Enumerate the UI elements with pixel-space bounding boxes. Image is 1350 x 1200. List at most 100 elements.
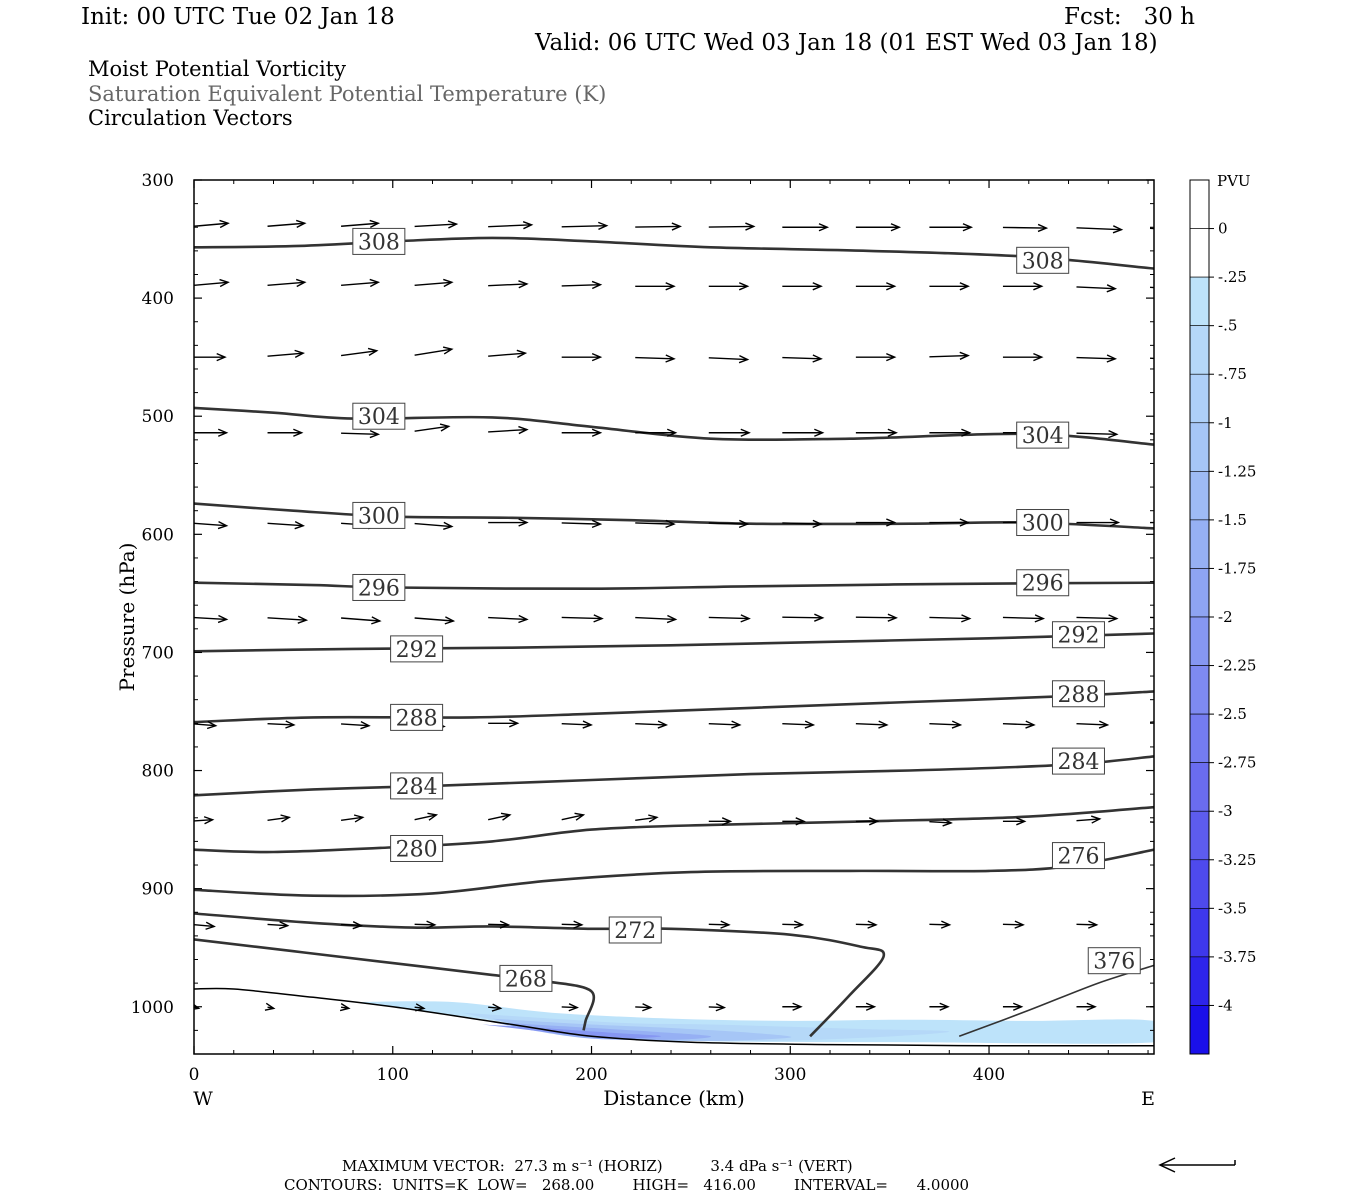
vector-head (1098, 720, 1110, 729)
vector-r5-c11 (1002, 614, 1046, 623)
contour-label-text: 292 (1057, 624, 1099, 649)
vector-shaft (414, 223, 457, 228)
vector-r7-c3 (414, 812, 439, 821)
vector-r9-c11 (1002, 1002, 1024, 1011)
y-tick-label-600: 600 (142, 525, 174, 545)
vector-head (518, 518, 529, 527)
contour-label-text: 276 (1057, 845, 1099, 870)
x-tick-label-200: 200 (575, 1065, 607, 1085)
contour-label-text: 308 (1022, 249, 1064, 274)
colorbar-swatch-1 (1189, 228, 1210, 278)
vector-shaft (1149, 286, 1154, 289)
vector-head (1108, 614, 1119, 623)
vector-head (1016, 817, 1027, 826)
vector-shaft (267, 352, 304, 357)
vector-r3-c12 (1076, 429, 1119, 439)
vector-shaft (267, 923, 288, 927)
colorbar-swatch-11 (1189, 713, 1210, 763)
vector-shaft (267, 816, 290, 822)
vector-shaft (1076, 818, 1100, 822)
contour-label-280-0: 280 (390, 834, 444, 862)
colorbar-swatch-8 (1189, 568, 1210, 618)
vector-r4-c1 (267, 521, 305, 530)
max-vector-note: MAXIMUM VECTOR: 27.3 m s⁻¹ (HORIZ) 3.4 d… (342, 1157, 853, 1175)
vector-r5-c10 (929, 614, 972, 623)
vector-head (740, 614, 751, 623)
vector-shaft (267, 522, 304, 527)
contour-label-box (352, 501, 406, 529)
vector-head (715, 1003, 727, 1012)
vector-shaft (194, 222, 229, 227)
vector-r0-c5 (561, 221, 609, 231)
vector-head (671, 222, 682, 231)
contour-label-box (1016, 421, 1070, 449)
theta-es-contour-layer (194, 236, 1154, 1038)
vector-head (1090, 815, 1102, 824)
vector-r3-c13 (1149, 433, 1154, 435)
vector-head (264, 1002, 276, 1011)
vector-r0-c13 (1149, 227, 1154, 230)
vector-shaft (1076, 286, 1116, 290)
colorbar-label--1.25: -1.25 (1218, 462, 1256, 480)
x-tick-label-400: 400 (973, 1065, 1005, 1085)
vector-shaft (1076, 616, 1117, 620)
vector-r8-c3 (414, 920, 437, 929)
vector-r8-c7 (708, 920, 731, 929)
vector-r6-c1 (267, 720, 296, 729)
vector-head (500, 812, 512, 821)
vector-shaft (414, 425, 449, 432)
y-tick-label-800: 800 (142, 762, 174, 782)
y-tick-label-1000: 1000 (131, 998, 174, 1018)
vector-shaft (1150, 923, 1154, 926)
contour-label-box (352, 402, 406, 430)
contour-label-text: 288 (1057, 683, 1099, 708)
vector-r8-c11 (1002, 920, 1025, 929)
contour-276 (194, 848, 1154, 898)
contour-label-box (390, 635, 444, 663)
vector-shaft (1002, 923, 1024, 926)
west-label: W (193, 1088, 213, 1110)
vector-r0-c3 (414, 220, 459, 229)
contour-label-box (1016, 509, 1070, 537)
contour-label-288-1: 288 (1051, 680, 1105, 708)
vector-head (792, 1002, 803, 1011)
vector-shaft (340, 350, 377, 357)
vector-head (1034, 614, 1046, 623)
vector-head (295, 278, 307, 288)
contour-label-text: 280 (396, 837, 438, 862)
vector-head (1106, 354, 1118, 363)
vector-head (360, 721, 371, 730)
vector-shaft (929, 923, 950, 926)
vector-head (738, 519, 750, 529)
vector-r9-c9 (855, 1002, 877, 1011)
vector-head (219, 219, 230, 229)
vector-shaft (341, 432, 379, 436)
vector-r4-c9 (855, 518, 897, 527)
vector-head (442, 346, 454, 355)
vector-r0-c12 (1076, 225, 1124, 234)
colorbar-swatch-10 (1189, 665, 1210, 715)
vector-shaft (194, 616, 227, 621)
vector-head (738, 282, 750, 291)
vector-r7-c9 (855, 817, 880, 826)
vector-head (745, 222, 756, 231)
vector-r3-c9 (855, 428, 898, 437)
vector-r8-c8 (782, 920, 805, 929)
vector-r7-c1 (267, 814, 292, 823)
vector-shaft (708, 357, 748, 361)
vector-head (1086, 1002, 1097, 1011)
vector-r7-c12 (1076, 815, 1102, 824)
vector-head (217, 428, 229, 437)
vector-shaft (1076, 432, 1117, 436)
vector-shaft (1150, 616, 1154, 619)
vector-shaft (782, 522, 822, 525)
vector-shaft (635, 722, 667, 726)
vector-shaft (194, 923, 215, 928)
vector-shaft (855, 616, 897, 619)
terrain-line (194, 987, 1154, 1047)
vector-shaft (194, 281, 229, 286)
vector-r9-c8 (782, 1002, 803, 1011)
vector-r2-c13 (1149, 357, 1154, 360)
vector-r3-c5 (561, 428, 603, 437)
vector-r8-c0 (194, 921, 216, 930)
